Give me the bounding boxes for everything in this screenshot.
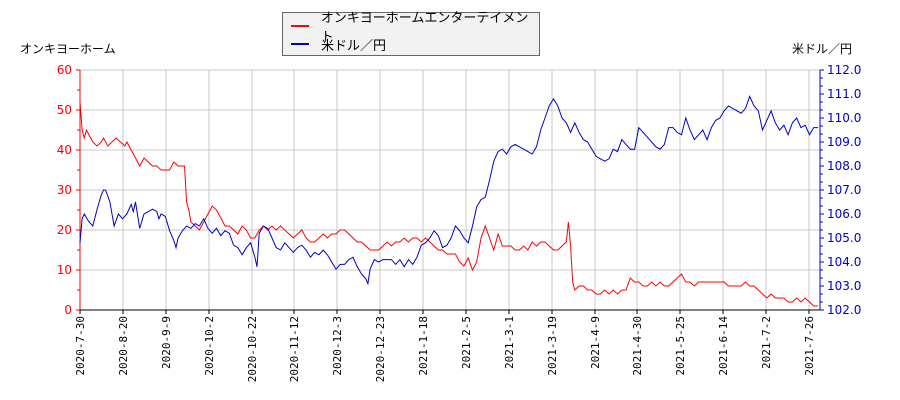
svg-text:2020-11-12: 2020-11-12: [288, 316, 301, 382]
svg-text:2021-3-19: 2021-3-19: [546, 316, 559, 376]
svg-text:0: 0: [64, 303, 72, 317]
svg-text:2021-2-5: 2021-2-5: [460, 316, 473, 369]
svg-text:2020-9-9: 2020-9-9: [160, 316, 173, 369]
svg-text:50: 50: [57, 103, 72, 117]
legend-label-usdjpy: 米ドル／円: [321, 38, 387, 54]
svg-text:2021-1-18: 2021-1-18: [417, 316, 430, 376]
svg-text:2021-5-25: 2021-5-25: [674, 316, 687, 376]
svg-text:60: 60: [57, 63, 72, 77]
svg-text:2020-10-22: 2020-10-22: [246, 316, 259, 382]
svg-text:109.0: 109.0: [827, 135, 861, 149]
svg-text:108.0: 108.0: [827, 159, 861, 173]
svg-text:40: 40: [57, 143, 72, 157]
chart-legend: オンキヨーホームエンターテイメント 米ドル／円: [282, 11, 540, 56]
grid-lines: [80, 69, 820, 310]
svg-text:107.0: 107.0: [827, 183, 861, 197]
svg-text:2021-4-30: 2021-4-30: [631, 316, 644, 376]
svg-text:20: 20: [57, 223, 72, 237]
onkyo-price-line: [79, 101, 818, 307]
svg-text:106.0: 106.0: [827, 207, 861, 221]
legend-swatch-red: [291, 25, 309, 27]
svg-text:110.0: 110.0: [827, 111, 861, 125]
usdjpy-rate-line: [79, 95, 818, 286]
svg-text:111.0: 111.0: [827, 87, 861, 101]
svg-text:2021-4-9: 2021-4-9: [589, 316, 602, 369]
svg-text:102.0: 102.0: [827, 303, 861, 317]
svg-text:105.0: 105.0: [827, 231, 861, 245]
right-axis-title: 米ドル／円: [792, 42, 853, 56]
svg-text:2020-8-20: 2020-8-20: [117, 316, 130, 376]
svg-text:2021-3-1: 2021-3-1: [503, 316, 516, 369]
svg-text:2021-7-2: 2021-7-2: [760, 316, 773, 369]
legend-swatch-blue: [291, 43, 309, 45]
svg-text:2020-12-23: 2020-12-23: [374, 316, 387, 382]
legend-label-onkyo: オンキヨーホームエンターテイメント: [320, 11, 529, 45]
svg-text:2020-10-2: 2020-10-2: [203, 316, 216, 376]
svg-text:2020-7-30: 2020-7-30: [74, 316, 87, 376]
svg-text:103.0: 103.0: [827, 279, 861, 293]
svg-text:10: 10: [57, 263, 72, 277]
left-axis-title: オンキヨーホーム: [20, 42, 116, 56]
chart-series: [79, 95, 818, 307]
svg-text:112.0: 112.0: [827, 63, 861, 77]
svg-text:2020-12-3: 2020-12-3: [331, 316, 344, 376]
axis-ticks: 0 10 20 30 40 50 60 2020-7-30 2020-8-20 2020-9-9 2…: [57, 63, 862, 382]
svg-text:30: 30: [57, 183, 72, 197]
legend-item-usdjpy: 米ドル／円: [291, 35, 387, 54]
svg-text:2021-6-14: 2021-6-14: [717, 316, 730, 376]
svg-text:104.0: 104.0: [827, 255, 861, 269]
svg-text:2021-7-26: 2021-7-26: [803, 316, 816, 376]
legend-item-onkyo: オンキヨーホームエンターテイメント: [291, 11, 539, 45]
